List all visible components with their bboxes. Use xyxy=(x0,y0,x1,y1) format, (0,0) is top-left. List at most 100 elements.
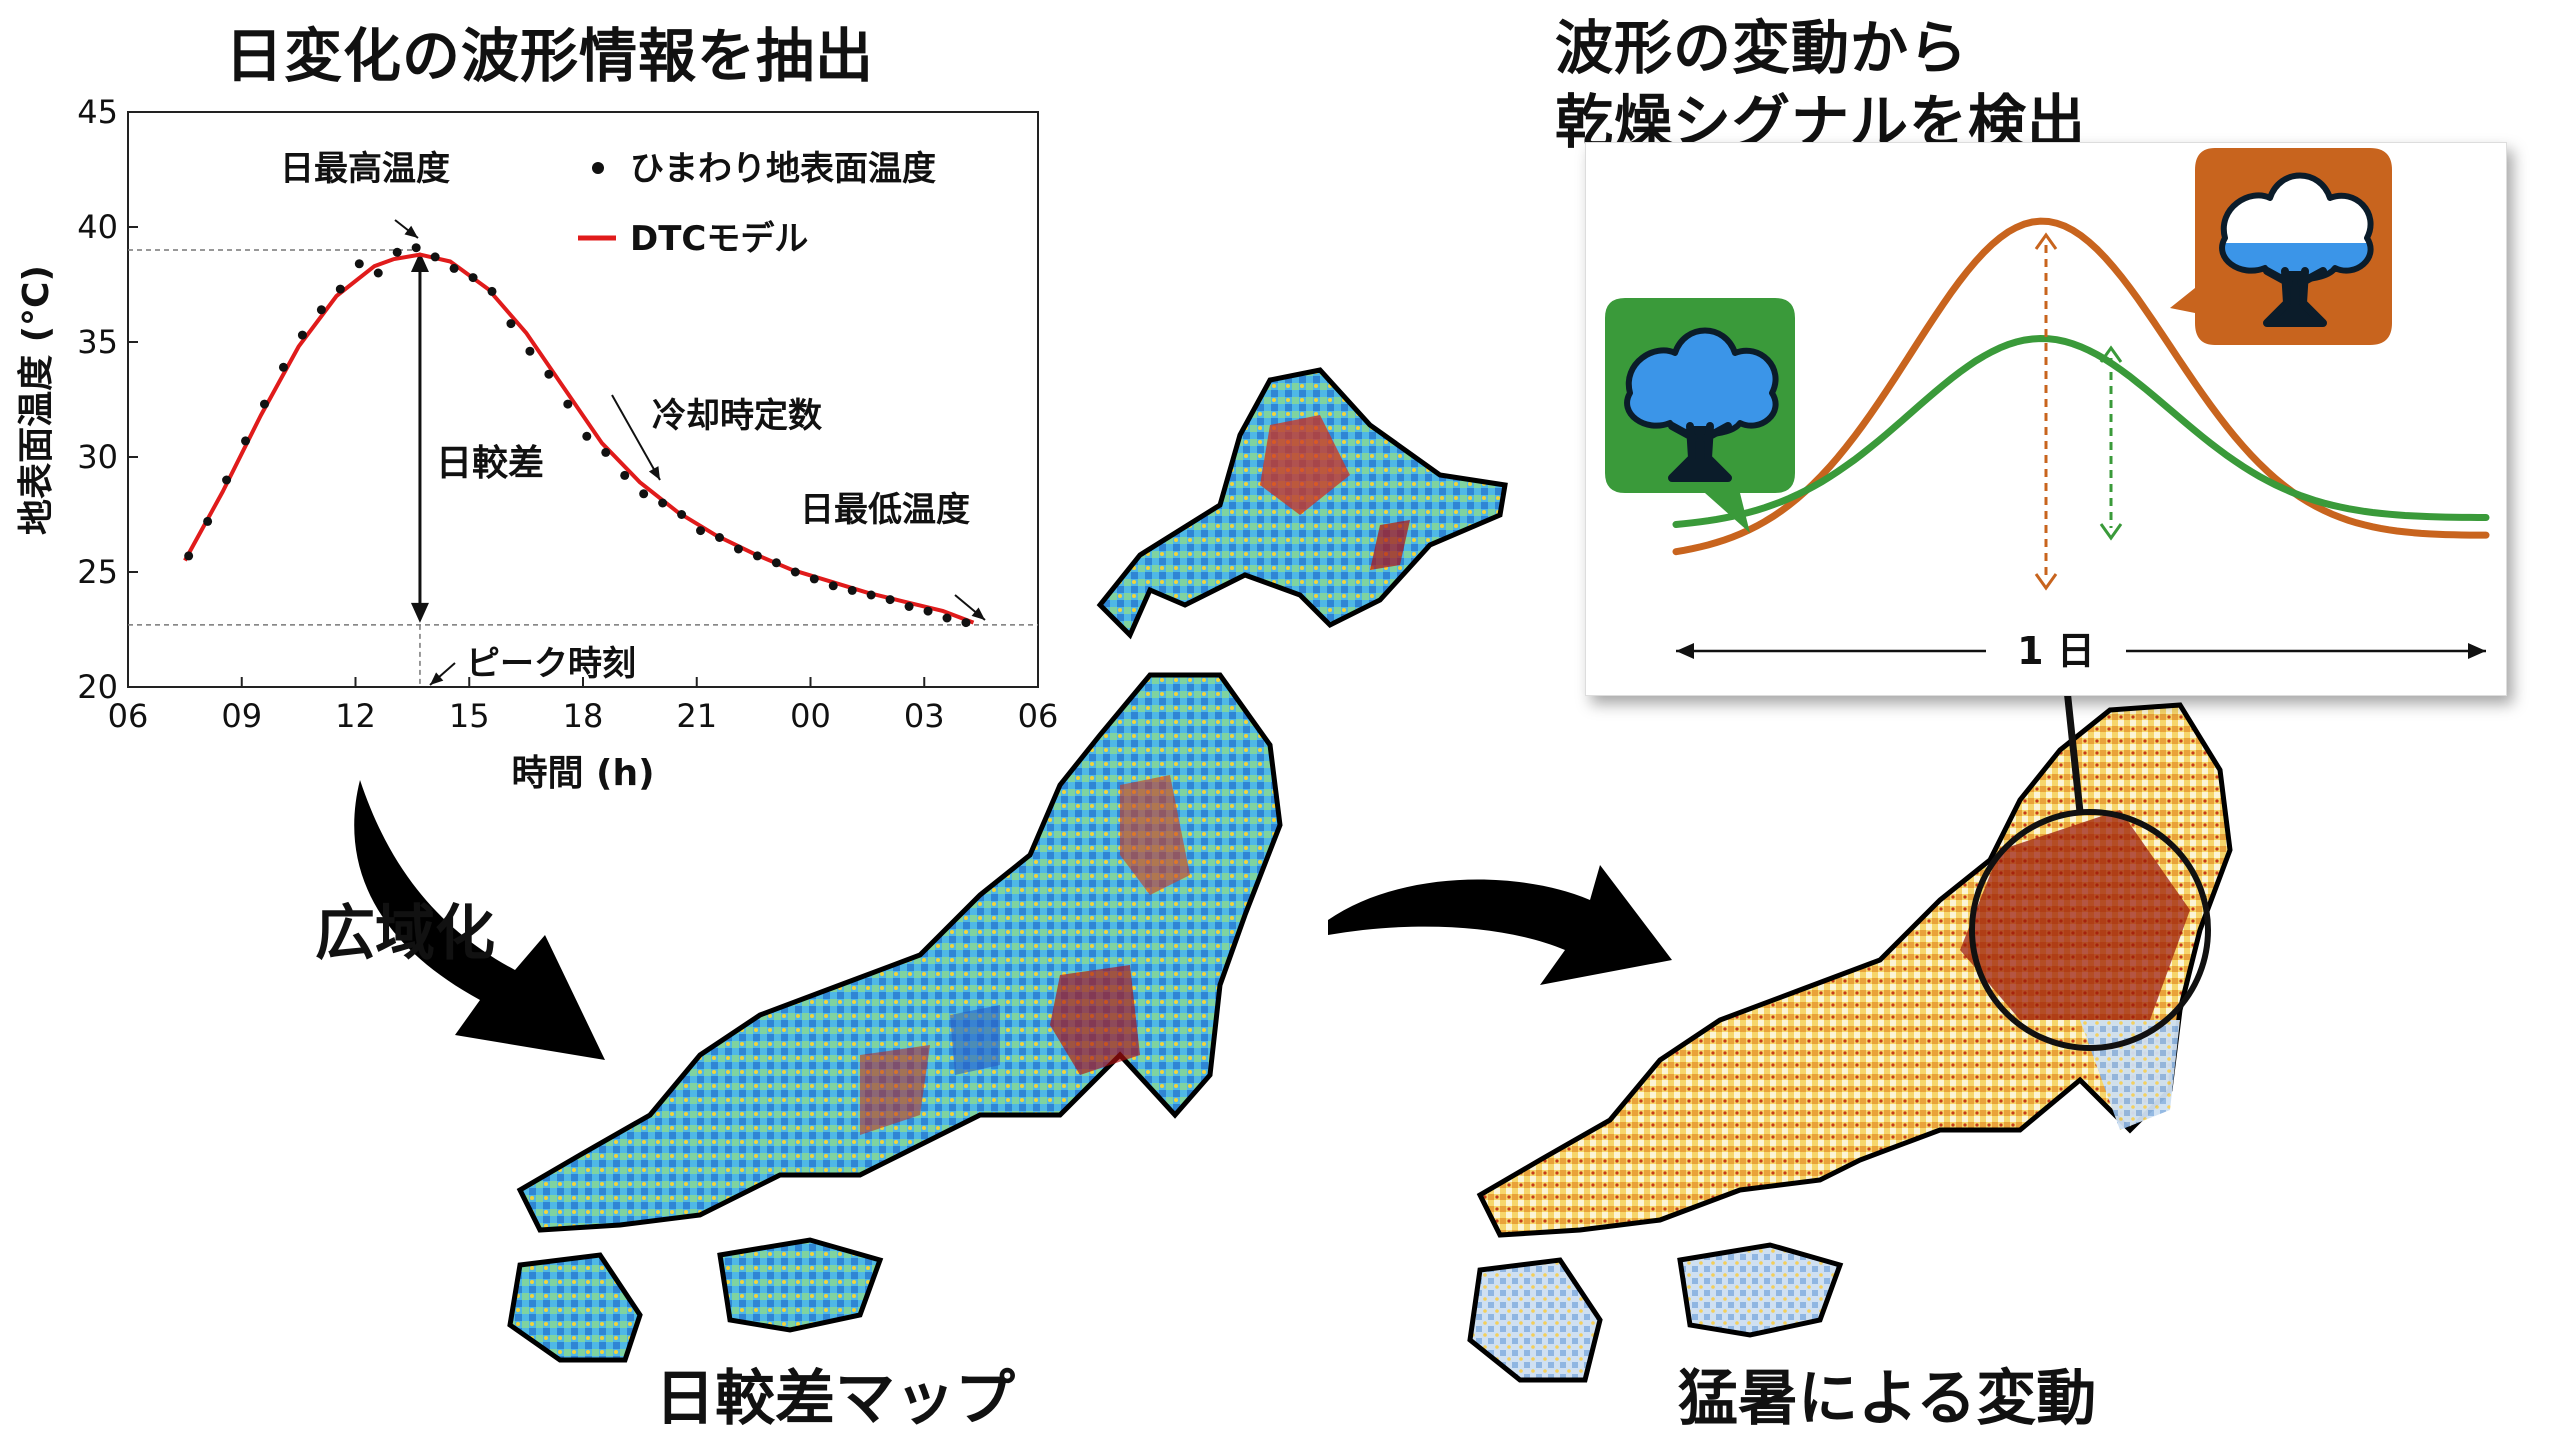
observation-point xyxy=(506,319,516,329)
annotation-arrows xyxy=(394,219,986,686)
observation-point xyxy=(752,551,762,561)
x-tick-label: 18 xyxy=(563,697,604,735)
highlight-circle xyxy=(1969,809,2211,1051)
observation-point xyxy=(241,436,251,446)
observation-point xyxy=(715,533,724,542)
legend-points-label: ひまわり地表面温度 xyxy=(630,149,936,189)
y-axis-label: 地表面温度 (°C) xyxy=(16,265,57,535)
healthy-curve xyxy=(1672,334,2490,528)
observation-point xyxy=(809,574,819,584)
right-title-line1: 波形の変動から xyxy=(1555,14,1969,82)
observation-point xyxy=(203,516,213,526)
x-tick-label: 21 xyxy=(676,697,717,735)
legend-point-marker xyxy=(592,162,604,174)
observation-point xyxy=(544,369,554,379)
left-title: 日変化の波形情報を抽出 xyxy=(225,22,875,90)
observation-point xyxy=(582,431,592,441)
daily-max-arrow-head xyxy=(404,225,418,238)
healthy-range-arrow-head xyxy=(2099,523,2123,541)
observation-point xyxy=(677,510,687,519)
x-tick-label: 15 xyxy=(449,697,490,735)
curved-arrow-down xyxy=(354,780,605,1060)
expand-label: 広域化 xyxy=(315,899,495,969)
observation-point xyxy=(222,475,232,485)
observation-point xyxy=(733,544,743,554)
observation-point xyxy=(942,613,952,623)
y-tick-label: 20 xyxy=(77,668,118,706)
x-tick-label: 09 xyxy=(221,697,262,735)
x-tick-label: 03 xyxy=(904,697,945,735)
observation-point xyxy=(430,252,440,262)
daily-range-map xyxy=(507,367,1508,1363)
observation-point xyxy=(639,489,649,499)
observation-point xyxy=(620,470,630,480)
observation-point xyxy=(373,268,383,278)
guide-layer xyxy=(128,249,1038,687)
observation-point xyxy=(790,567,800,577)
day-label: 1 日 xyxy=(2017,629,2095,673)
observation-point xyxy=(487,286,497,296)
observation-point xyxy=(658,498,668,508)
diurnal-curves: 1 日 xyxy=(1672,217,2490,673)
observation-point xyxy=(411,243,421,253)
observation-point xyxy=(847,585,857,595)
cooling-arrow-head xyxy=(648,466,660,480)
observation-point xyxy=(316,305,326,315)
plot-frame xyxy=(127,111,1039,688)
heatwave-map xyxy=(1467,690,2233,1383)
observation-point xyxy=(297,330,307,340)
range-arrow-head xyxy=(410,602,429,623)
observation-point xyxy=(468,273,478,283)
y-tick-label: 25 xyxy=(77,553,118,591)
legend-model-label: DTCモデル xyxy=(630,219,808,259)
curved-arrow-right xyxy=(1328,865,1672,985)
right-map-label: 猛暑による変動 xyxy=(1678,1364,2097,1434)
observation-point xyxy=(449,263,459,273)
daily-min-arrow-head xyxy=(971,607,985,620)
observation-point xyxy=(260,399,269,409)
observation-point xyxy=(563,399,573,409)
dry-range-arrow-head xyxy=(2034,573,2058,591)
observation-point xyxy=(923,606,933,616)
peak-time-arrow-head xyxy=(430,672,444,685)
x-tick-label: 00 xyxy=(790,697,831,735)
left-map-label: 日較差マップ xyxy=(655,1364,1015,1434)
observation-point xyxy=(828,581,838,591)
observation-point xyxy=(278,362,288,372)
x-tick-label: 06 xyxy=(108,697,149,735)
cooling-arrow xyxy=(611,394,661,481)
observation-point xyxy=(885,595,895,605)
observation-point xyxy=(601,447,611,457)
observation-point xyxy=(771,558,781,568)
y-tick-label: 45 xyxy=(77,95,118,131)
observation-point xyxy=(335,284,345,294)
observation-point xyxy=(696,526,706,536)
observation-point xyxy=(392,247,402,257)
observation-point xyxy=(904,602,914,611)
x-tick-label: 06 xyxy=(1018,697,1059,735)
x-tick-label: 12 xyxy=(335,697,376,735)
range-arrow-head xyxy=(410,252,429,272)
annotation-peak-time: ピーク時刻 xyxy=(466,644,636,684)
dry-tree-icon xyxy=(2170,148,2392,345)
series-layer xyxy=(183,243,975,628)
annotation-cooling: 冷却時定数 xyxy=(652,396,822,436)
y-tick-label: 30 xyxy=(77,438,118,476)
connector-line xyxy=(2063,690,2084,813)
y-tick-label: 35 xyxy=(77,323,118,361)
dry-range-arrow-head xyxy=(2034,232,2058,250)
observation-point xyxy=(525,346,535,356)
healthy-range-arrow-head xyxy=(2099,345,2123,363)
observation-point xyxy=(866,590,876,600)
y-tick-label: 40 xyxy=(77,208,118,246)
observation-point xyxy=(184,551,194,561)
annotation-daily-range: 日較差 xyxy=(436,443,544,484)
annotation-daily-max: 日最高温度 xyxy=(280,149,450,189)
x-axis-label: 時間 (h) xyxy=(511,753,654,794)
annotation-daily-min: 日最低温度 xyxy=(800,490,970,530)
observation-point xyxy=(354,259,364,269)
observation-point xyxy=(961,618,971,628)
healthy-tree-icon xyxy=(1605,298,1795,533)
